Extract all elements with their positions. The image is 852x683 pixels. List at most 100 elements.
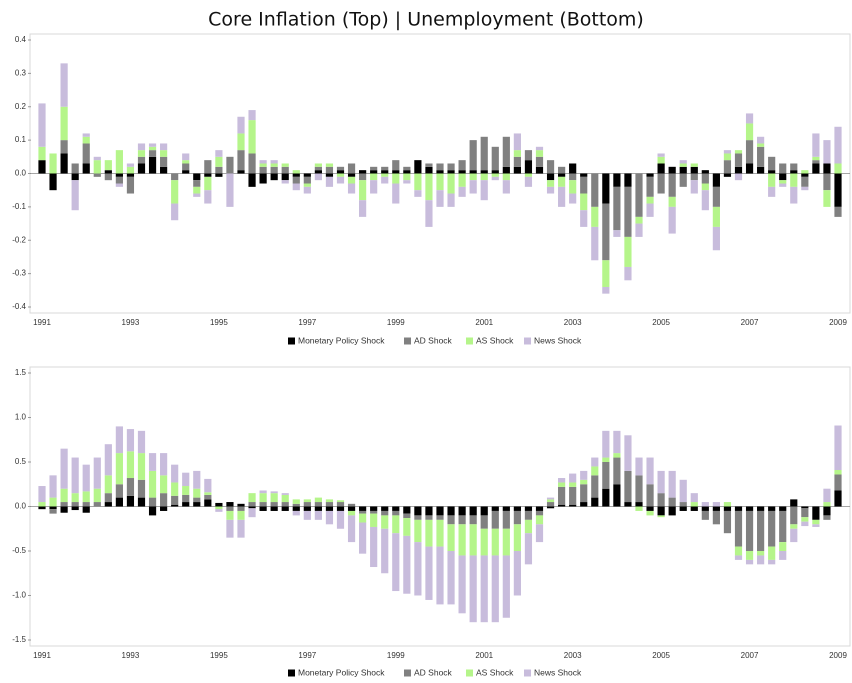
bar-segment <box>646 457 654 485</box>
x-tick-label: 1997 <box>298 651 316 660</box>
bar-segment <box>248 508 256 518</box>
bar-segment <box>436 190 444 207</box>
bar-segment <box>38 146 46 161</box>
bar-segment <box>38 160 46 174</box>
bar-segment <box>535 506 544 511</box>
bar-segment <box>303 510 311 520</box>
bar-segment <box>359 170 367 174</box>
bar-segment <box>480 173 488 181</box>
bar-segment <box>745 559 754 565</box>
bar-segment <box>325 499 334 503</box>
x-tick-label: 2005 <box>652 651 670 660</box>
bar-segment <box>71 180 79 211</box>
bar-segment <box>569 482 577 487</box>
bar-segment <box>370 166 378 171</box>
bar-segment <box>580 479 588 485</box>
bar-segment <box>137 497 146 507</box>
bar-segment <box>569 180 577 194</box>
bar-segment <box>226 173 234 207</box>
bar-segment <box>834 474 842 491</box>
bar-segment <box>182 153 190 161</box>
bar-segment <box>458 506 466 516</box>
bar-segment <box>115 183 123 187</box>
bar-segment <box>104 475 112 494</box>
bar-segment <box>259 502 267 507</box>
y-tick-label: -1.5 <box>12 635 26 644</box>
bar-segment <box>513 150 521 157</box>
bar-segment <box>491 170 499 174</box>
bar-segment <box>447 163 455 171</box>
bar-segment <box>281 493 289 495</box>
x-tick-label: 1991 <box>33 318 51 327</box>
bar-segment <box>779 163 787 174</box>
bar-segment <box>403 180 411 184</box>
bar-segment <box>259 506 267 511</box>
bar-segment <box>745 140 754 164</box>
bar-segment <box>49 509 57 514</box>
bar-segment <box>148 143 157 147</box>
bar-segment <box>436 173 444 191</box>
bar-segment <box>569 504 577 507</box>
bar-segment <box>414 506 422 516</box>
y-tick-label: 0.3 <box>15 68 27 77</box>
bar-segment <box>723 160 732 174</box>
bar-segment <box>657 493 665 507</box>
bar-segment <box>193 502 201 507</box>
bar-segment <box>137 479 146 498</box>
bar-segment <box>823 163 831 174</box>
bar-segment <box>381 176 389 184</box>
bar-segment <box>347 176 356 184</box>
bar-segment <box>193 470 201 489</box>
bar-segment <box>303 499 311 503</box>
bar-segment <box>480 515 488 529</box>
y-tick-label: 1.5 <box>15 368 27 377</box>
bar-segment <box>104 444 112 476</box>
bar-segment <box>82 143 90 164</box>
legend-label: AD Shock <box>414 335 453 345</box>
bar-segment <box>226 506 234 511</box>
bar-segment <box>569 473 577 483</box>
bar-segment <box>779 183 787 187</box>
bar-segment <box>370 173 378 181</box>
x-tick-label: 1993 <box>122 318 140 327</box>
x-tick-label: 2009 <box>829 651 847 660</box>
bar-segment <box>712 510 720 525</box>
bar-segment <box>259 160 267 164</box>
x-tick-label: 1999 <box>387 318 405 327</box>
bar-segment <box>646 510 654 516</box>
bar-segment <box>469 170 477 174</box>
bar-segment <box>591 173 599 207</box>
legend-label: AD Shock <box>414 667 453 677</box>
bar-segment <box>148 497 157 507</box>
bar-segment <box>447 524 455 551</box>
bar-segment <box>812 506 820 520</box>
bar-segment <box>524 519 533 534</box>
bar-segment <box>480 506 488 516</box>
bar-segment <box>734 173 743 181</box>
bar-segment <box>392 515 400 534</box>
bar-segment <box>347 183 356 194</box>
bar-segment <box>646 173 654 177</box>
bar-segment <box>126 166 135 174</box>
bar-segment <box>779 173 787 181</box>
bar-segment <box>591 206 599 227</box>
legend-label: Monetary Policy Shock <box>298 667 385 677</box>
bar-segment <box>734 555 743 560</box>
bar-segment <box>513 510 521 525</box>
bar-segment <box>524 150 533 161</box>
bar-segment <box>325 502 334 507</box>
bar-segment <box>425 166 433 174</box>
bar-segment <box>558 478 566 483</box>
bar-segment <box>104 493 112 503</box>
bar-segment <box>425 506 433 516</box>
bar-segment <box>624 173 632 187</box>
bar-segment <box>38 506 46 510</box>
bar-segment <box>613 457 621 485</box>
bar-segment <box>259 163 267 167</box>
bar-segment <box>480 180 488 201</box>
bar-segment <box>779 542 787 551</box>
bar-segment <box>546 499 555 503</box>
legend-swatch <box>466 337 473 345</box>
bar-segment <box>292 510 300 516</box>
bar-segment <box>314 502 322 507</box>
